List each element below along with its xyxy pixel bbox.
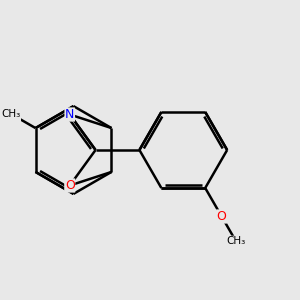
Text: O: O (217, 210, 226, 223)
Text: CH₃: CH₃ (226, 236, 246, 246)
Text: CH₃: CH₃ (1, 109, 20, 119)
Text: O: O (65, 179, 75, 192)
Text: N: N (65, 108, 74, 121)
